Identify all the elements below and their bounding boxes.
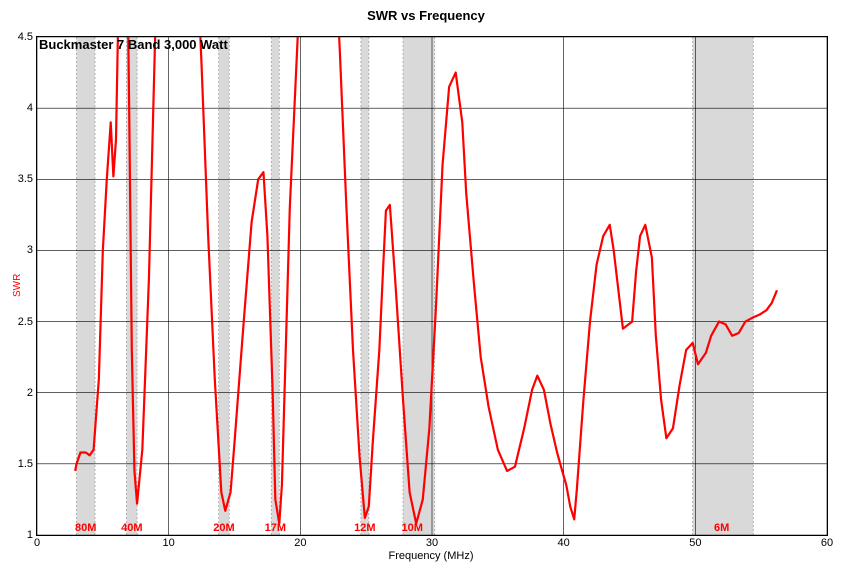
x-tick-label: 0 xyxy=(34,535,40,549)
x-tick-label: 40 xyxy=(558,535,570,549)
y-tick-label: 1.5 xyxy=(18,458,37,470)
x-tick-label: 50 xyxy=(689,535,701,549)
chart-title: SWR vs Frequency xyxy=(0,0,852,23)
plot-area: Buckmaster 7 Band 3,000 Watt 11.522.533.… xyxy=(36,36,828,536)
x-tick-label: 60 xyxy=(821,535,833,549)
data-layer xyxy=(37,37,827,535)
band-label: 20M xyxy=(213,522,234,534)
y-tick-label: 3.5 xyxy=(18,173,37,185)
band-label: 17M xyxy=(265,522,286,534)
y-axis-label: SWR xyxy=(12,274,23,297)
y-tick-label: 4 xyxy=(27,102,37,114)
band-label: 6M xyxy=(714,522,729,534)
y-tick-label: 2.5 xyxy=(18,316,37,328)
swr-line xyxy=(75,0,777,524)
x-tick-label: 10 xyxy=(163,535,175,549)
band-label: 80M xyxy=(75,522,96,534)
band-label: 12M xyxy=(354,522,375,534)
chart-subtitle: Buckmaster 7 Band 3,000 Watt xyxy=(39,37,228,52)
band-label: 40M xyxy=(121,522,142,534)
band-label: 10M xyxy=(402,522,423,534)
x-axis-label: Frequency (MHz) xyxy=(389,550,474,562)
y-tick-label: 3 xyxy=(27,244,37,256)
x-tick-label: 30 xyxy=(426,535,438,549)
x-tick-label: 20 xyxy=(294,535,306,549)
y-tick-label: 2 xyxy=(27,387,37,399)
y-tick-label: 4.5 xyxy=(18,31,37,43)
